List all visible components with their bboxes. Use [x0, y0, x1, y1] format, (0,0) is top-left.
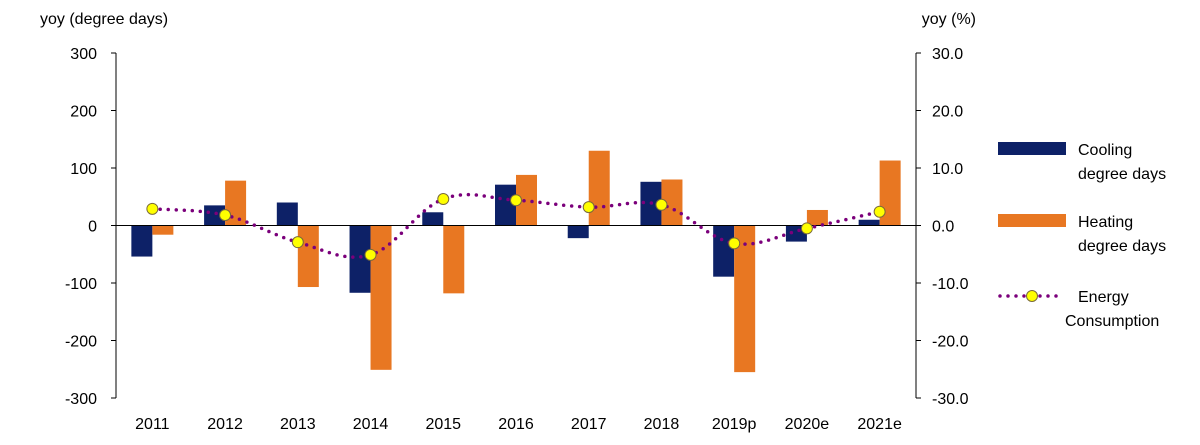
x-tick-label: 2014	[353, 416, 389, 433]
axes-layer	[111, 52, 921, 399]
x-tick-label: 2015	[425, 416, 461, 433]
legend-swatch-cooling	[998, 142, 1066, 155]
x-tick-label: 2012	[207, 416, 243, 433]
right-axis-title: yoy (%)	[922, 11, 976, 28]
bars-layer	[131, 150, 901, 373]
bar-heating-2015	[443, 225, 465, 294]
bar-cooling-2015	[422, 212, 444, 226]
energy-point-2012	[219, 209, 232, 222]
bar-cooling-2019p	[713, 225, 735, 277]
right-tick-label: -10.0	[932, 276, 969, 293]
right-tick-label: 30.0	[932, 46, 963, 63]
left-tick-label: -200	[65, 334, 97, 351]
energy-point-2015	[437, 193, 450, 206]
bar-cooling-2014	[349, 225, 371, 293]
left-tick-label: 300	[70, 46, 97, 63]
right-tick-label: 20.0	[932, 104, 963, 121]
energy-point-2013	[291, 236, 304, 249]
energy-point-2018	[655, 198, 668, 211]
right-tick-label: 0.0	[932, 219, 954, 236]
energy-point-2020e	[800, 222, 813, 235]
labels-layer: 300 200 100 0 -100 -200 -300 30.0 20.0 10.0 0.0 -10…	[40, 11, 976, 433]
left-axis-title: yoy (degree days)	[40, 11, 168, 28]
x-tick-label: 2019p	[712, 416, 757, 433]
legend: Cooling degree days Heating degree days Ener…	[998, 142, 1166, 330]
bar-cooling-2021e	[858, 219, 880, 226]
bar-heating-2014	[370, 225, 392, 370]
energy-point-2019p	[728, 237, 741, 250]
bar-cooling-2013	[276, 202, 298, 226]
right-tick-label: 10.0	[932, 161, 963, 178]
left-tick-label: 200	[70, 104, 97, 121]
energy-point-2014	[364, 248, 377, 261]
legend-label-cooling-line2: degree days	[1078, 166, 1166, 183]
left-tick-label: -100	[65, 276, 97, 293]
x-tick-label: 2021e	[857, 416, 902, 433]
left-tick-label: -300	[65, 391, 97, 408]
bar-heating-2019p	[734, 225, 756, 373]
energy-point-2017	[582, 201, 595, 214]
bar-cooling-2011	[131, 225, 153, 257]
x-tick-label: 2011	[135, 416, 170, 433]
x-tick-label: 2018	[644, 416, 680, 433]
legend-label-energy-line1: Energy	[1078, 289, 1129, 306]
legend-label-energy-line2: Consumption	[1065, 313, 1159, 330]
energy-point-2021e	[873, 205, 886, 218]
x-tick-label: 2013	[280, 416, 316, 433]
legend-label-heating-line1: Heating	[1078, 214, 1133, 231]
bar-heating-2018	[661, 179, 683, 226]
legend-swatch-heating	[998, 214, 1066, 227]
right-tick-label: -20.0	[932, 334, 969, 351]
bar-cooling-2016	[495, 184, 516, 226]
energy-line-layer	[146, 192, 886, 261]
bar-heating-2011	[152, 225, 174, 235]
bar-heating-2013	[297, 225, 319, 288]
energy-point-2016	[510, 194, 522, 207]
legend-label-cooling-line1: Cooling	[1078, 142, 1132, 159]
bar-heating-2016	[516, 174, 537, 226]
legend-swatch-energy-marker	[1026, 290, 1038, 302]
x-tick-label: 2016	[498, 416, 534, 433]
energy-point-2011	[146, 202, 159, 215]
left-tick-label: 0	[88, 219, 97, 236]
bar-heating-2020e	[806, 209, 828, 226]
left-tick-label: 100	[70, 161, 97, 178]
bar-heating-2017	[588, 150, 610, 226]
legend-label-heating-line2: degree days	[1078, 238, 1166, 255]
bar-cooling-2017	[567, 225, 589, 239]
right-tick-label: -30.0	[932, 391, 969, 408]
bar-cooling-2012	[204, 205, 226, 226]
x-tick-label: 2020e	[785, 416, 830, 433]
x-tick-label: 2017	[571, 416, 607, 433]
